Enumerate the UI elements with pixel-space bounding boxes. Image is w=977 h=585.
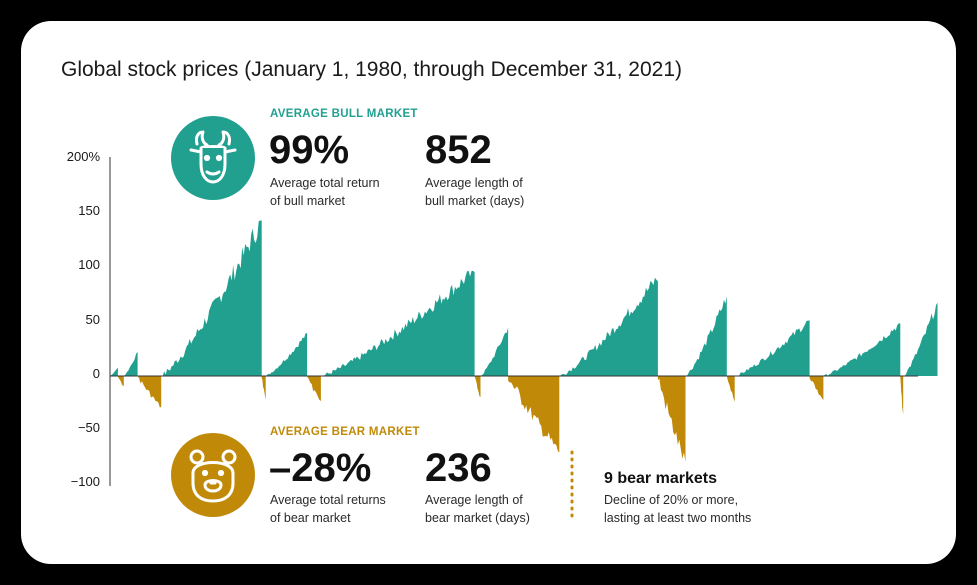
bull-icon-circle [171,116,255,200]
bear-market-area [900,376,904,415]
y-tick-label: 200% [66,149,100,164]
bull-market-area [320,270,475,376]
bear-count-desc: Decline of 20% or more, lasting at least… [604,491,751,527]
bull-heading: AVERAGE BULL MARKET [270,108,418,120]
bear-market-area [261,376,266,400]
bull-length-label-line1: Average length of [425,176,523,190]
bear-market-area [657,376,686,462]
bear-length-label-line2: bear market (days) [425,511,530,525]
bear-market-area [474,376,481,397]
bull-market-area [823,323,901,376]
bull-market-area [110,367,118,376]
bear-return-label: Average total returns of bear market [270,491,386,527]
bear-return-label-line1: Average total returns [270,493,386,507]
bull-market-area [123,351,138,376]
bear-count-title: 9 bear markets [604,470,717,487]
bull-market-area [559,277,658,376]
chart-title: Global stock prices (January 1, 1980, th… [61,58,683,81]
bull-market-area [903,302,938,376]
y-tick-label: −100 [70,474,100,489]
bull-return-label: Average total return of bull market [270,174,380,210]
bull-market-area [265,333,308,376]
bull-return-label-line2: of bull market [270,194,346,208]
bear-length-value: 236 [425,446,492,490]
y-tick-label: 150 [78,203,100,218]
bear-count-desc-line2: lasting at least two months [604,511,752,525]
bear-count-desc-line1: Decline of 20% or more, [604,493,739,507]
bear-market-area [726,376,735,402]
bear-market-area [307,376,321,402]
bull-market-area [480,327,509,376]
bull-market-area [734,320,810,376]
bear-market-area [137,376,162,408]
y-tick-label: 50 [85,312,100,327]
bear-length-label-line1: Average length of [425,493,523,507]
bull-length-label: Average length of bull market (days) [425,174,524,210]
bull-length-value: 852 [425,128,492,172]
bear-length-label: Average length of bear market (days) [425,491,530,527]
bear-market-area [809,376,824,401]
bear-heading: AVERAGE BEAR MARKET [270,426,420,438]
bull-return-value: 99% [269,128,350,172]
bear-return-label-line2: of bear market [270,511,351,525]
bear-icon [189,449,237,503]
bull-icon [189,130,237,184]
y-tick-label: 0 [92,366,100,381]
bear-return-value: –28% [269,446,372,490]
bull-length-label-line2: bull market (days) [425,194,525,208]
y-tick-label: 100 [78,257,100,272]
y-tick-label: −50 [77,420,100,435]
bear-icon-circle [171,433,255,517]
bear-market-area [508,376,560,453]
bull-market-area [685,296,727,376]
bull-return-label-line1: Average total return [270,176,380,190]
bear-market-area [117,376,124,387]
bull-market-area [161,220,262,376]
